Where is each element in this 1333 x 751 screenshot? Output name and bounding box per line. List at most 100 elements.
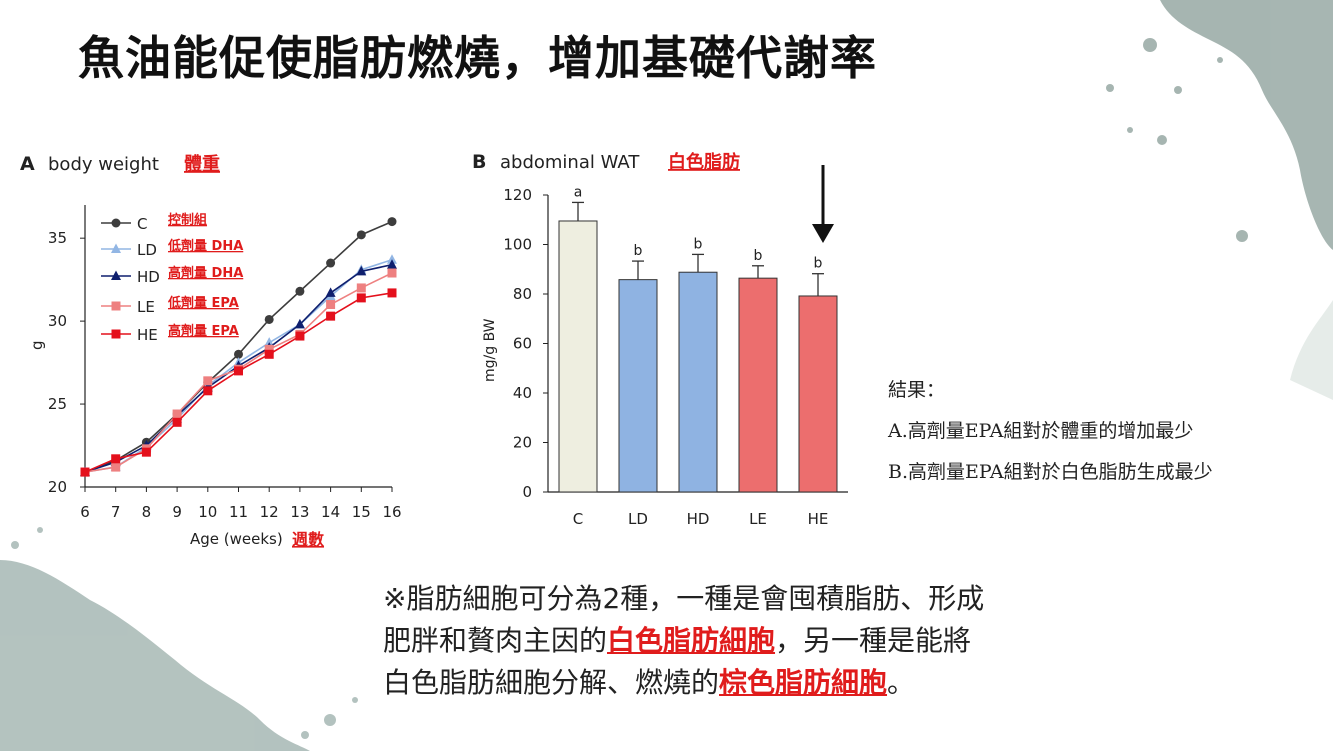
chart-a-x-tick-label: 9 <box>172 503 182 521</box>
legend-label-zh-he: 高劑量 EPA <box>168 323 239 339</box>
legend-marker-le <box>111 301 121 311</box>
chart-b-y-tick-label: 40 <box>513 384 532 402</box>
chart-a-point-he <box>111 454 121 464</box>
chart-a-xlabel: Age (weeks) <box>190 530 283 548</box>
chart-a-point-he <box>356 293 366 303</box>
legend-marker-c <box>111 218 121 228</box>
chart-a-point-c <box>387 217 397 227</box>
chart-a-point-le <box>264 344 274 354</box>
chart-a-y-tick-label: 30 <box>48 312 67 330</box>
results-heading: 結果： <box>888 379 946 401</box>
chart-b-y-tick-label: 20 <box>513 434 532 452</box>
slide-title: 魚油能促使脂肪燃燒，增加基礎代謝率 <box>78 31 877 85</box>
panel-a-letter: A <box>20 153 35 175</box>
chart-a-point-le <box>356 283 366 293</box>
legend-marker-he <box>111 329 121 339</box>
legend-label-zh-c: 控制組 <box>168 212 207 228</box>
white-fat-cell-highlight: 白色脂肪細胞 <box>607 624 776 657</box>
chart-a-x-tick-label: 14 <box>321 503 340 521</box>
chart-b-y-tick-label: 120 <box>503 186 532 204</box>
significance-label-he: b <box>814 256 823 272</box>
chart-a-point-le <box>172 409 182 419</box>
chart-a-point-he <box>141 447 151 457</box>
legend-label-zh-le: 低劑量 EPA <box>167 295 239 311</box>
chart-b-bars: a Cb LD b HD b LE b HE <box>558 184 838 528</box>
chart-b-y-tick-label: 80 <box>513 285 532 303</box>
note-line-2-pre: 肥胖和贅肉主因的 <box>383 624 608 657</box>
chart-a-x-tick-label: 15 <box>352 503 371 521</box>
significance-label-ld: b <box>634 243 643 259</box>
chart-b-y-tick-label: 0 <box>522 483 532 501</box>
note-line-2-post: ，另一種是能將 <box>775 624 972 657</box>
chart-b-title: abdominal WAT <box>500 152 640 173</box>
chart-b-y-tick-label: 100 <box>503 236 532 254</box>
chart-a-point-he <box>80 467 90 477</box>
chart-a-point-he <box>326 311 336 321</box>
legend-label-le: LE <box>137 298 155 316</box>
chart-a-axes: 20 25 30 35 6 7 8 9 10 11 12 13 14 15 16 <box>48 205 402 521</box>
chart-a-point-le <box>111 462 121 472</box>
bar-ld <box>618 279 658 493</box>
chart-a-point-ld <box>264 337 275 347</box>
chart-a-point-c <box>356 230 366 240</box>
chart-a-point-hd <box>325 287 336 297</box>
chart-a-y-tick-label: 35 <box>48 229 67 247</box>
chart-a-x-tick-label: 7 <box>111 503 121 521</box>
legend-marker-ld <box>111 243 121 253</box>
legend-label-ld: LD <box>137 241 157 259</box>
x-tick-label-c: C <box>573 510 583 528</box>
chart-a-point-c <box>295 286 305 296</box>
x-tick-label-he: HE <box>808 510 829 528</box>
legend-label-zh-ld: 低劑量 DHA <box>167 238 243 254</box>
chart-b-title-zh: 白色脂肪 <box>668 151 740 173</box>
bar-hd <box>678 271 718 493</box>
chart-a-series <box>80 217 397 477</box>
chart-a-point-hd <box>294 318 305 329</box>
legend-label-zh-hd: 高劑量 DHA <box>168 265 243 281</box>
bar-le <box>738 277 778 493</box>
chart-a-x-tick-label: 12 <box>260 503 279 521</box>
significance-label-hd: b <box>694 236 703 252</box>
results-box: 結果： A.高劑量EPA組對於體重的增加最少 B.高劑量EPA組對於白色脂肪生成… <box>888 370 1213 493</box>
bar-c <box>558 220 598 493</box>
chart-a-point-c <box>264 314 274 324</box>
chart-a-point-he <box>172 417 182 427</box>
chart-a-x-tick-label: 8 <box>142 503 152 521</box>
chart-b-ylabel: mg/g BW <box>482 318 498 382</box>
chart-a-point-he <box>295 331 305 341</box>
chart-a-point-he <box>234 366 243 376</box>
note-line-1: ※脂肪細胞可分為2種，一種是會囤積脂肪、形成 <box>383 582 985 615</box>
fat-cell-note: ※脂肪細胞可分為2種，一種是會囤積脂肪、形成 肥胖和贅肉主因的白色脂肪細胞，另一… <box>383 578 984 704</box>
brown-fat-cell-highlight: 棕色脂肪細胞 <box>719 666 888 699</box>
chart-a-point-c <box>234 349 243 359</box>
note-line-2: 肥胖和贅肉主因的白色脂肪細胞，另一種是能將 <box>383 620 984 662</box>
down-arrow-icon <box>812 165 834 243</box>
significance-label-c: a <box>574 184 583 200</box>
note-line-3: 白色脂肪細胞分解、燃燒的棕色脂肪細胞。 <box>383 662 984 704</box>
note-line-3-post: 。 <box>887 666 916 699</box>
legend-label-he: HE <box>137 326 158 344</box>
chart-a-point-ld <box>387 254 397 264</box>
significance-label-le: b <box>754 248 763 264</box>
chart-a-x-tick-label: 10 <box>198 503 217 521</box>
chart-a-x-tick-label: 11 <box>229 503 248 521</box>
chart-a-y-tick-label: 25 <box>48 395 67 413</box>
chart-a-x-tick-label: 6 <box>80 503 90 521</box>
chart-a-x-tick-label: 13 <box>290 503 309 521</box>
legend-marker-hd <box>111 270 121 280</box>
chart-a-title: body weight <box>48 154 159 175</box>
chart-a-legend: C 控制組 LD 低劑量 DHA HD 高劑量 DHA LE 低劑量 EPA HE 高劑量 EPA <box>101 212 243 344</box>
x-tick-label-hd: HD <box>687 510 710 528</box>
x-tick-label-le: LE <box>749 510 767 528</box>
chart-a-point-he <box>387 288 397 298</box>
chart-a-ylabel: g <box>28 340 46 350</box>
chart-a-title-zh: 體重 <box>184 153 220 175</box>
chart-b-axes: 0 20 40 60 80 100 120 <box>503 186 848 501</box>
chart-b-y-tick-label: 60 <box>513 335 532 353</box>
legend-label-hd: HD <box>137 268 160 286</box>
results-line-b: B.高劑量EPA組對於白色脂肪生成最少 <box>888 461 1213 483</box>
chart-a-point-le <box>326 300 336 310</box>
